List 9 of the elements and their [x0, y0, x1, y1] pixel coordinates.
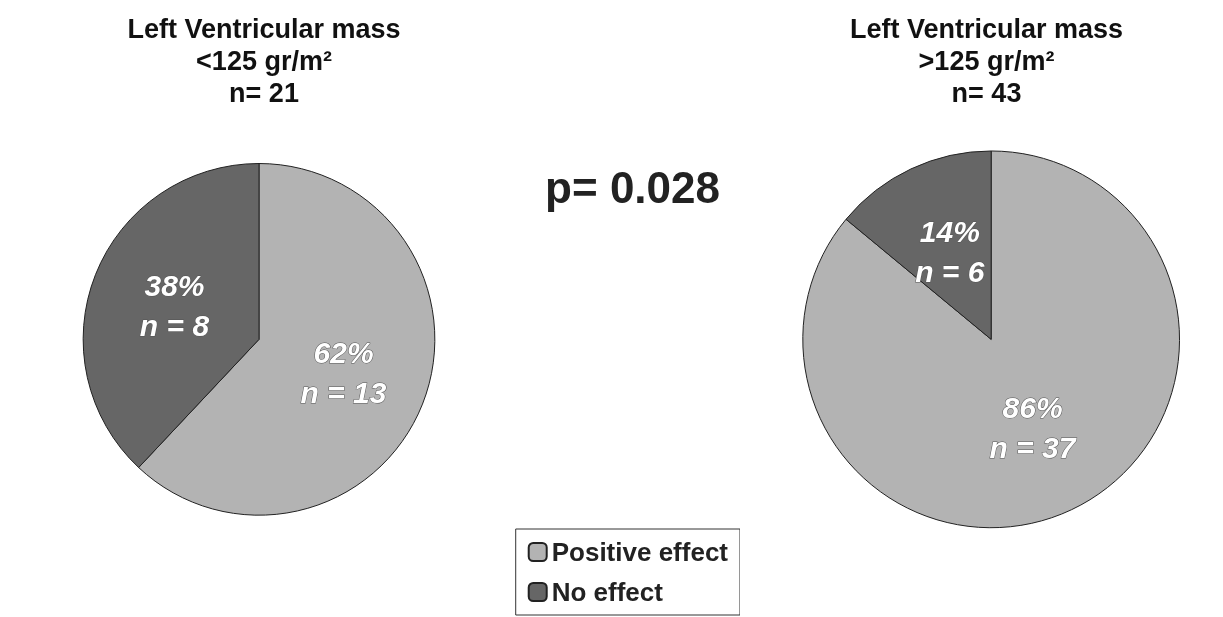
data-label: 86% n = 37	[989, 390, 1077, 464]
text: p= 0.028	[545, 162, 720, 212]
legend-label: No effect	[551, 577, 664, 607]
data-label: 38% n = 8	[139, 269, 210, 343]
chart-title: Left Ventricular mass <125 gr/m² n= 21	[127, 14, 401, 108]
data-label: 14% n = 6	[915, 214, 985, 288]
data-label: 62% n = 13	[300, 336, 387, 410]
chart-title: Left Ventricular mass >125 gr/m² n= 43	[849, 14, 1124, 108]
legend-label: Positive effect	[551, 537, 729, 567]
